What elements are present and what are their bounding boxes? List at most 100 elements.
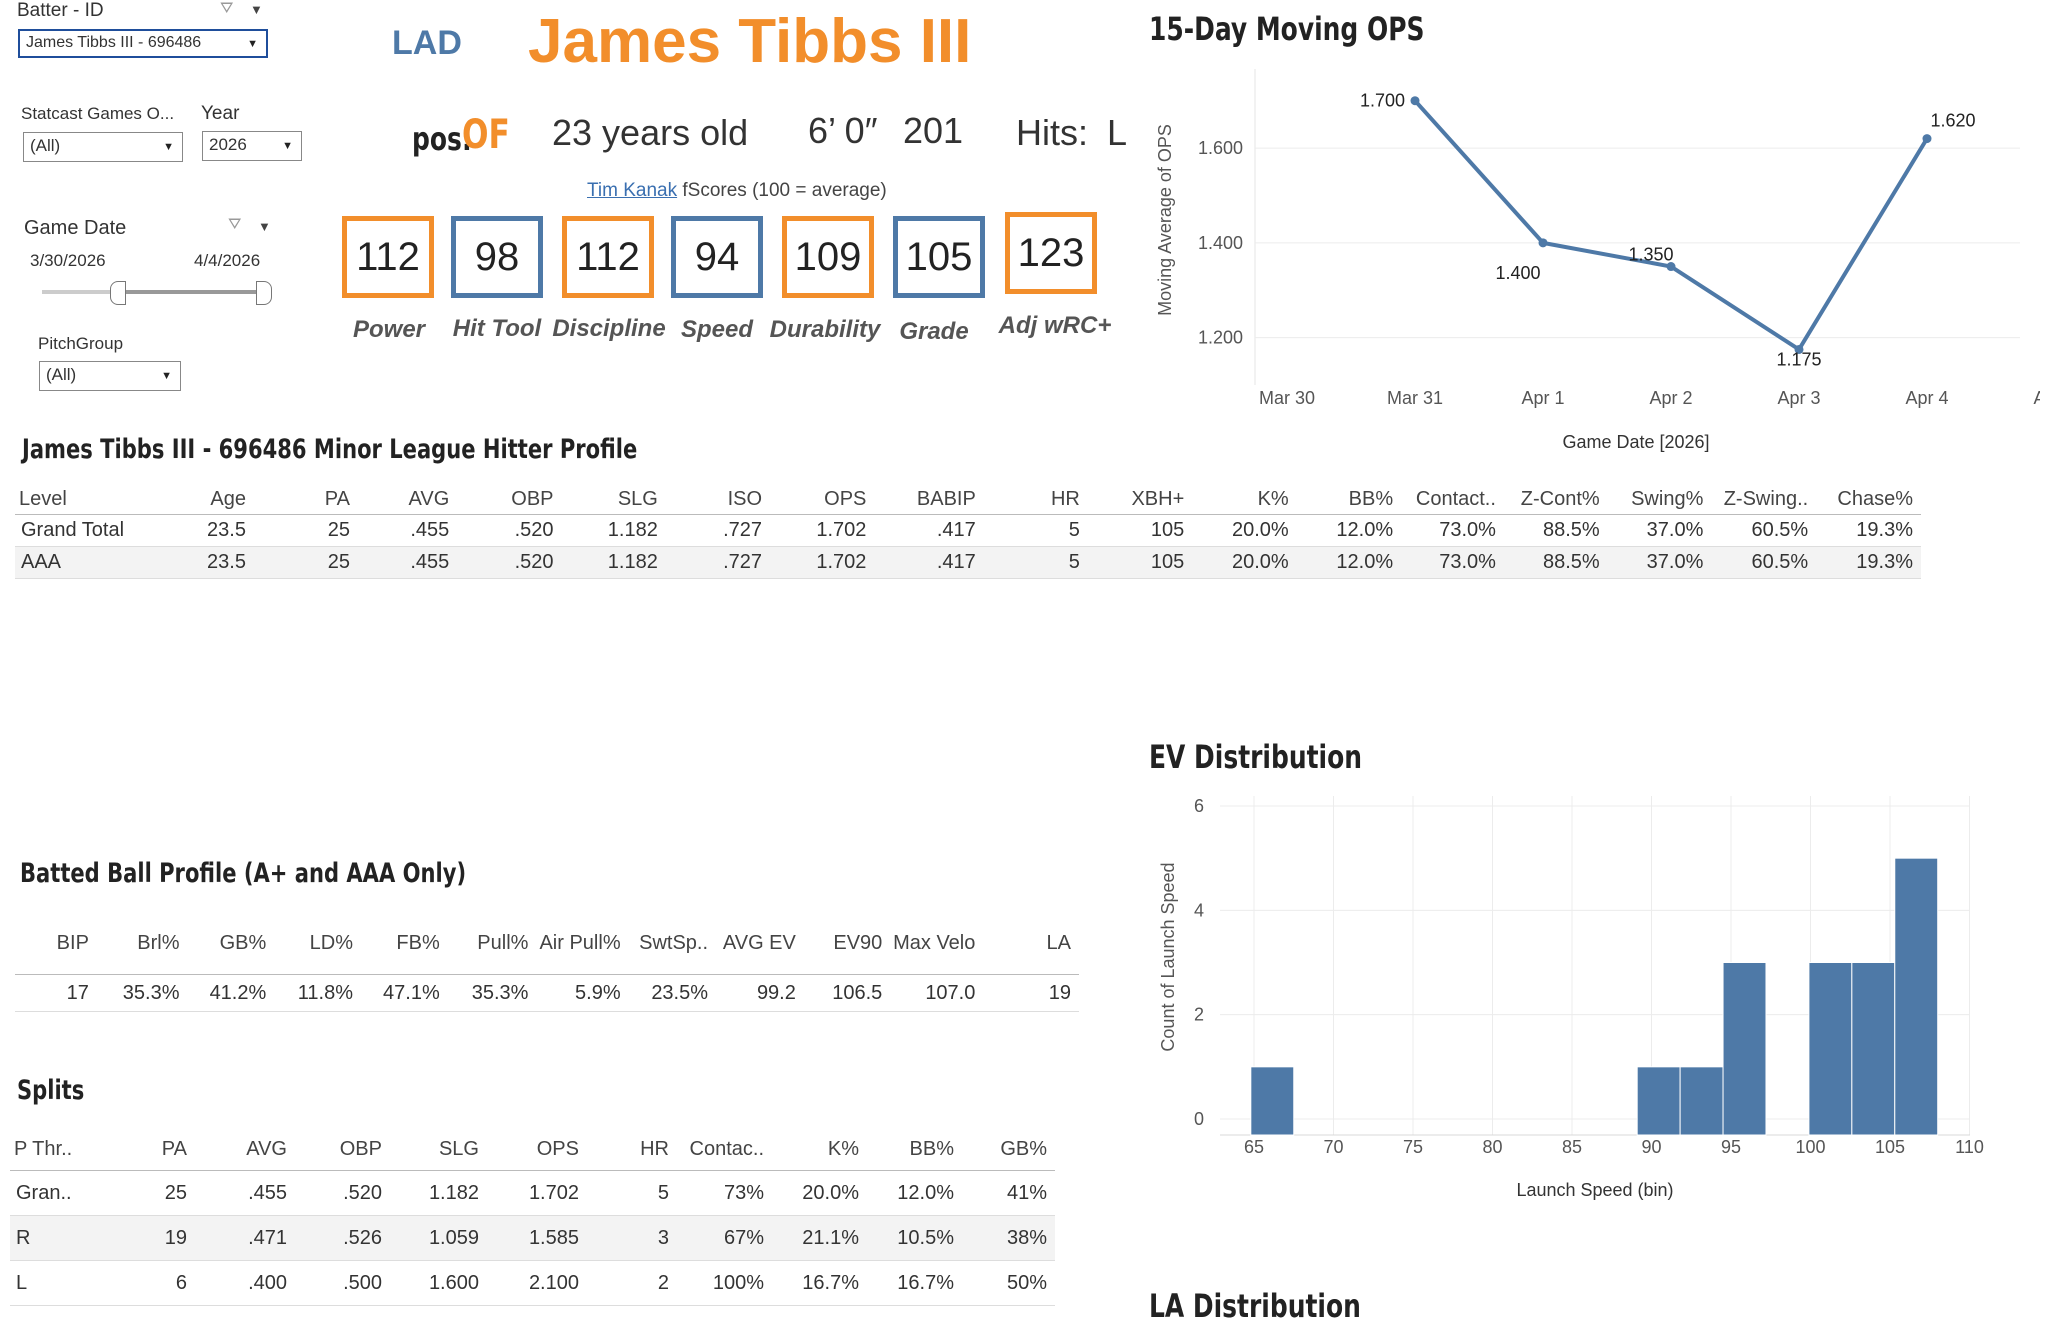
table-cell: 88.5%	[1503, 546, 1608, 579]
date-slider-start-handle[interactable]	[110, 281, 126, 305]
filter-menu-icon[interactable]: ▼	[250, 2, 263, 17]
ops-line-chart[interactable]: 1.200 1.400 1.600 Mar 30 Mar 31 Apr 1 Apr 2 Apr…	[1150, 55, 2040, 465]
profile-table-title: James Tibbs III - 696486 Minor League Hi…	[22, 434, 638, 465]
table-header-row: P Thr.. PA AVG OBP SLG OPS HR Contac.. K% BB% GB%	[10, 1128, 1055, 1171]
table-cell: 1.702	[770, 546, 875, 579]
year-select[interactable]: 2026 ▼	[202, 131, 302, 161]
table-cell: 10.5%	[867, 1215, 962, 1261]
table-cell: 106.5	[803, 974, 891, 1012]
date-slider-end-handle[interactable]	[256, 281, 272, 305]
pitchgroup-label: PitchGroup	[38, 334, 124, 353]
chevron-down-icon: ▼	[282, 140, 293, 152]
column-header: PA	[120, 1128, 195, 1171]
table-row: L 6.400.500 1.600 2.100 2 100% 16.7% 16.7% 50%	[10, 1260, 1055, 1306]
table-header-row: Level Age PA AVG OBP SLG ISO OPS BABIP HR XBH+ K% BB…	[15, 484, 1921, 515]
clear-filter-icon[interactable]: ⛛	[220, 0, 234, 17]
column-header: FB%	[360, 912, 448, 975]
table-cell: 1.182	[561, 514, 666, 547]
statcast-select[interactable]: (All) ▼	[23, 132, 183, 162]
table-cell: 5.9%	[536, 974, 629, 1012]
hits-label: Hits:	[1016, 112, 1088, 153]
table-cell: 41.2%	[187, 974, 275, 1012]
table-cell: .520	[295, 1170, 390, 1216]
table-cell: 107.0	[890, 974, 984, 1012]
power-score-box: 112	[342, 216, 434, 298]
column-header: OBP	[457, 484, 562, 515]
pitchgroup-select[interactable]: (All) ▼	[39, 361, 181, 391]
clear-filter-icon[interactable]: ⛛	[228, 216, 242, 233]
table-cell: 100%	[677, 1260, 772, 1306]
ops-x-axis-title: Game Date [2026]	[1562, 432, 1709, 452]
ev-bar	[1679, 1066, 1724, 1136]
player-weight: 201	[903, 110, 964, 151]
table-cell: 19.3%	[1816, 514, 1921, 547]
table-cell: 20.0%	[1192, 514, 1297, 547]
splits-table: P Thr.. PA AVG OBP SLG OPS HR Contac.. K% BB% GB% G…	[10, 1128, 1055, 1306]
table-row: 17 35.3% 41.2% 11.8% 47.1% 35.3% 5.9% 23.5% 99.2…	[15, 974, 1079, 1012]
ops-y-axis-title: Moving Average of OPS	[1155, 124, 1175, 316]
table-cell: 11.8%	[274, 974, 361, 1012]
table-cell: .455	[357, 514, 458, 547]
ops-x-tick-label: Mar 30	[1259, 388, 1315, 408]
batted-ball-table: BIP Brl% GB% LD% FB% Pull% Air Pull% SwtSp.. AVG…	[15, 912, 1079, 1012]
table-cell: 19.3%	[1816, 546, 1921, 579]
table-cell: 2	[587, 1260, 677, 1306]
filter-menu-icon[interactable]: ▼	[258, 219, 271, 234]
ev-axes: 0 2 4 6 65 70 75 80 85 90 95 100 105 110	[1194, 796, 1984, 1157]
table-cell: 25	[120, 1170, 195, 1216]
column-header: XBH+	[1087, 484, 1193, 515]
table-cell: AAA	[15, 546, 135, 579]
table-cell: .520	[457, 514, 562, 547]
column-header: Max Velo	[890, 912, 984, 975]
batter-select-value: James Tibbs III - 696486	[26, 34, 202, 51]
column-header: K%	[1192, 484, 1297, 515]
column-header: AVG	[195, 1128, 295, 1171]
column-header: BB%	[867, 1128, 962, 1171]
ops-x-tick-label: Apr 5	[2033, 388, 2040, 408]
year-filter-label: Year	[201, 103, 240, 124]
table-cell: 35.3%	[447, 974, 537, 1012]
ev-y-tick-label: 4	[1194, 900, 1204, 920]
ops-data-point	[1410, 96, 1420, 106]
ops-x-tick-label: Apr 2	[1649, 388, 1692, 408]
ev-x-tick-label: 105	[1875, 1137, 1905, 1157]
table-cell: 60.5%	[1711, 546, 1817, 579]
speed-label: Speed	[680, 316, 754, 343]
column-header: BB%	[1296, 484, 1402, 515]
table-cell: .727	[665, 546, 771, 579]
column-header: GB%	[962, 1128, 1055, 1171]
chevron-down-icon: ▼	[163, 141, 174, 153]
column-header: ISO	[665, 484, 771, 515]
column-header: BABIP	[874, 484, 984, 515]
column-header: AVG EV	[716, 912, 804, 975]
table-cell: 2.100	[487, 1260, 587, 1306]
column-header: Contact..	[1401, 484, 1504, 515]
column-header: P Thr..	[10, 1128, 120, 1171]
table-cell: 105	[1087, 546, 1193, 579]
ev-x-tick-label: 80	[1482, 1137, 1502, 1157]
adj-wrc-label: Adj wRC+	[998, 312, 1112, 339]
ev-x-tick-label: 70	[1323, 1137, 1343, 1157]
ops-data-label: 1.350	[1628, 245, 1673, 265]
fscores-caption-text: fScores (100 = average)	[677, 180, 887, 201]
tim-kanak-link[interactable]: Tim Kanak	[587, 180, 678, 201]
discipline-label: Discipline	[552, 315, 666, 342]
column-header: Z-Swing..	[1711, 484, 1817, 515]
table-cell: 60.5%	[1711, 514, 1817, 547]
ops-data-label: 1.620	[1930, 111, 1975, 131]
pitchgroup-select-value: (All)	[46, 365, 77, 384]
table-cell: R	[10, 1215, 120, 1261]
hit-tool-score-box: 98	[451, 216, 543, 298]
ops-data-label: 1.700	[1360, 91, 1405, 111]
table-cell: .455	[357, 546, 458, 579]
table-cell: 73%	[677, 1170, 772, 1216]
ev-histogram[interactable]: 0 2 4 6 65 70 75 80 85 90 95 100 105 110 Count of Lau…	[1150, 785, 2040, 1215]
player-name: James Tibbs III	[528, 7, 972, 76]
column-header: EV90	[803, 912, 891, 975]
table-cell: 3	[587, 1215, 677, 1261]
ev-chart-title: EV Distribution	[1149, 738, 1363, 776]
grade-score-box: 105	[893, 216, 985, 298]
batter-select[interactable]: James Tibbs III - 696486 ▼	[18, 29, 268, 58]
table-cell: .471	[195, 1215, 295, 1261]
speed-score-box: 94	[671, 216, 763, 298]
